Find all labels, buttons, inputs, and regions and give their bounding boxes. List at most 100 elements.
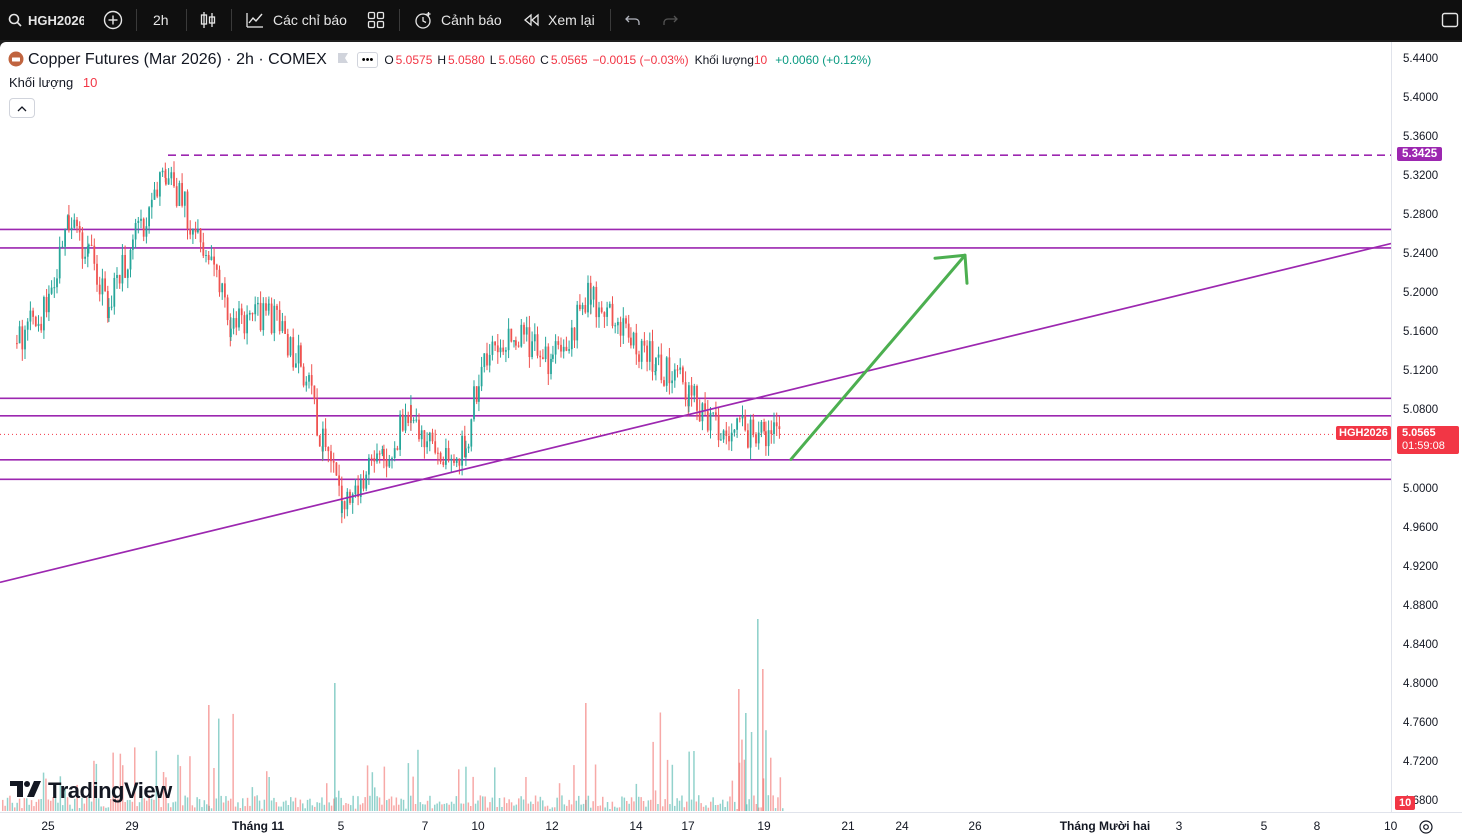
volume-bar xyxy=(285,800,287,811)
layout-button[interactable] xyxy=(367,0,385,40)
candle-body xyxy=(763,421,765,432)
volume-bar xyxy=(717,804,719,811)
candle-body xyxy=(523,324,525,335)
candle-body xyxy=(453,458,455,463)
volume-bar xyxy=(93,760,95,811)
volume-bar xyxy=(398,804,400,811)
volume-bar xyxy=(479,795,482,811)
volume-bar xyxy=(345,803,347,811)
candle-body xyxy=(286,333,289,356)
candle-body xyxy=(410,405,412,421)
toolbar-divider xyxy=(186,9,187,31)
candle-body xyxy=(43,297,45,331)
volume-bar xyxy=(220,795,222,811)
candle-body xyxy=(520,324,523,347)
candle-body xyxy=(648,341,651,362)
alerts-button[interactable]: Cảnh báo xyxy=(413,0,502,40)
volume-bar xyxy=(126,800,129,811)
replay-label: Xem lại xyxy=(548,12,595,28)
price-axis[interactable]: 5.4400 5.4000 5.3600 5.3200 5.2800 5.2400 5.20… xyxy=(1391,42,1462,812)
volume-bar xyxy=(131,801,134,811)
volume-legend: Khối lượng 10 xyxy=(9,75,97,90)
candle-body xyxy=(159,172,161,197)
symbol-search[interactable]: HGH2026 xyxy=(8,0,84,40)
volume-bar xyxy=(693,751,695,811)
chart-type-button[interactable] xyxy=(199,0,217,40)
price-tick: 5.2000 xyxy=(1403,287,1439,300)
volume-bar xyxy=(232,713,234,811)
indicators-icon xyxy=(245,11,265,29)
flag-icon[interactable] xyxy=(337,52,349,69)
candle-body xyxy=(693,385,696,396)
volume-bar xyxy=(263,799,266,811)
compare-button[interactable] xyxy=(103,0,123,40)
volume-bar xyxy=(371,772,374,811)
candle-body xyxy=(393,448,396,459)
interval-button[interactable]: 2h xyxy=(153,0,169,40)
volume-bar xyxy=(522,799,525,811)
collapse-legend-button[interactable] xyxy=(9,98,35,118)
fullscreen-button[interactable] xyxy=(1441,0,1459,40)
volume-bar xyxy=(227,800,230,811)
volume-bar xyxy=(551,807,554,811)
volume-bar xyxy=(102,806,105,811)
volume-bar xyxy=(609,809,611,811)
candle-body xyxy=(383,449,385,460)
volume-bar xyxy=(174,801,177,811)
time-tick: 7 xyxy=(421,819,429,833)
volume-inline-label: Khối lượng xyxy=(694,53,754,67)
price-chart[interactable] xyxy=(0,42,1391,812)
candle-body xyxy=(268,303,270,305)
candle-body xyxy=(327,446,330,452)
candle-body xyxy=(606,307,608,317)
candle-body xyxy=(557,341,560,345)
candle-body xyxy=(70,227,73,231)
time-tick: 5 xyxy=(1260,819,1268,833)
top-toolbar: HGH2026 2h Các chỉ báo Cảnh báo Xem lại xyxy=(0,0,1462,40)
chart-pane[interactable]: Copper Futures (Mar 2026) · 2h · COMEX •… xyxy=(0,42,1391,812)
undo-button[interactable] xyxy=(624,0,642,40)
replay-button[interactable]: Xem lại xyxy=(523,0,595,40)
candle-body xyxy=(486,353,488,366)
volume-bar xyxy=(465,766,467,811)
candle-body xyxy=(224,283,226,298)
redo-button[interactable] xyxy=(661,0,679,40)
volume-bar xyxy=(366,765,369,811)
volume-bar xyxy=(28,804,30,811)
volume-bar xyxy=(148,795,150,811)
volume-bar xyxy=(647,800,650,811)
candle-body xyxy=(445,448,447,465)
volume-bar xyxy=(455,796,458,811)
volume-bar xyxy=(760,807,762,811)
volume-bar xyxy=(237,802,239,811)
price-tick: 5.2400 xyxy=(1403,248,1439,261)
volume-bar xyxy=(666,759,669,811)
settings-icon[interactable] xyxy=(1418,819,1434,840)
volume-bar xyxy=(390,796,393,811)
alerts-label: Cảnh báo xyxy=(441,12,502,28)
candle-body xyxy=(431,432,434,442)
volume-bar xyxy=(57,802,59,811)
candle-body xyxy=(770,430,773,434)
more-dots-icon[interactable]: ••• xyxy=(356,52,379,68)
volume-bar xyxy=(604,807,606,811)
volume-bar xyxy=(782,808,784,811)
volume-bar xyxy=(674,805,676,811)
candle-body xyxy=(562,346,565,352)
price-tick: 5.1200 xyxy=(1403,365,1439,378)
candle-body xyxy=(199,229,202,243)
candle-body xyxy=(775,422,778,427)
volume-bar xyxy=(316,802,318,811)
volume-bar xyxy=(741,739,743,811)
brand-label: TradingView xyxy=(48,778,172,803)
volume-bar xyxy=(628,803,630,811)
tradingview-logo[interactable]: TradingView xyxy=(10,778,172,804)
indicators-button[interactable]: Các chỉ báo xyxy=(245,0,347,40)
candle-body xyxy=(262,303,265,331)
time-axis[interactable]: 25 29 Tháng 11 5 7 10 12 14 17 19 21 24 26 Tháng Mười… xyxy=(0,812,1462,840)
volume-bar xyxy=(364,797,366,811)
candle-body xyxy=(186,191,189,229)
candle-body xyxy=(235,318,238,328)
candle-body xyxy=(646,345,648,362)
volume-bar xyxy=(426,800,429,811)
